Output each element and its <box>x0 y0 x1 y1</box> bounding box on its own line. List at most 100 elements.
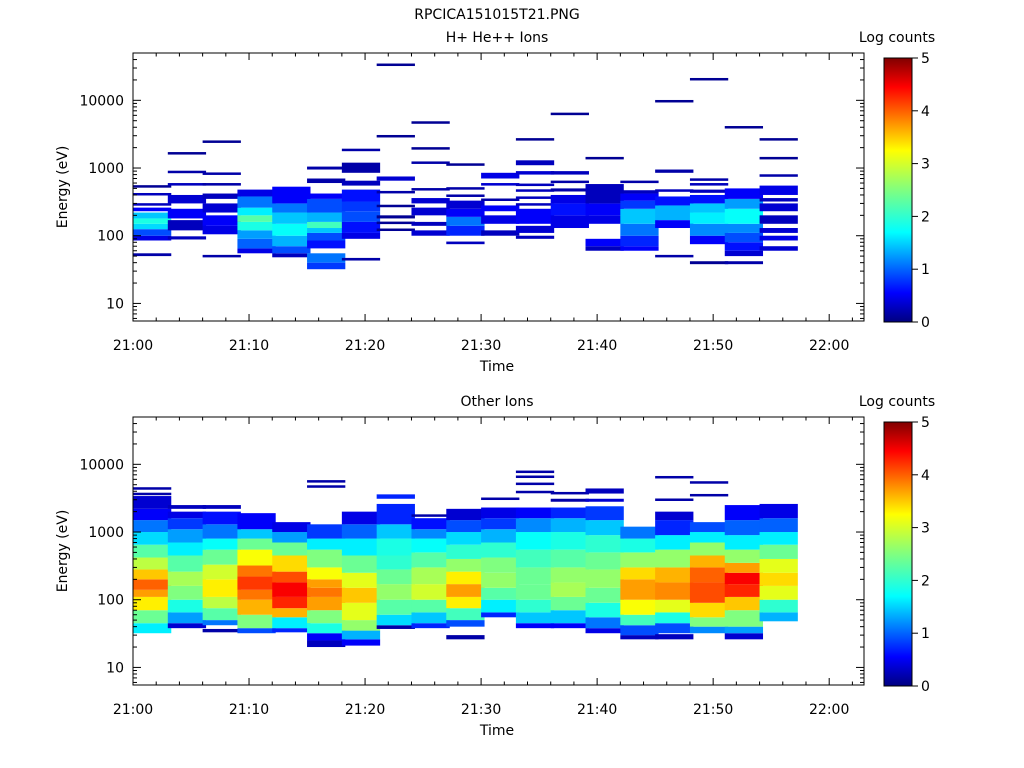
spectrogram-cell <box>585 602 624 618</box>
spectrogram-cell <box>550 610 589 624</box>
spectrogram-cell <box>689 493 729 497</box>
spectrogram-cell <box>585 498 624 502</box>
spectrogram-cell <box>202 140 241 143</box>
spectrogram-cell <box>167 529 207 543</box>
spectrogram-cell <box>446 532 485 545</box>
spectrogram-cell <box>759 503 798 519</box>
spectrogram-cell <box>515 490 555 494</box>
spectrogram-cell <box>446 584 485 597</box>
spectrogram-cell <box>515 208 555 224</box>
spectrogram-cell <box>307 262 346 270</box>
spectrogram-cell <box>202 608 241 621</box>
spectrogram-cell <box>689 617 729 627</box>
spectrogram-cell <box>515 235 555 239</box>
spectrogram-cell <box>341 538 381 556</box>
spectrogram-cell <box>307 633 346 641</box>
spectrogram-cell <box>759 544 798 559</box>
spectrogram-cell <box>550 180 589 184</box>
spectrogram-cell <box>167 623 207 629</box>
spectrogram-cell <box>167 183 207 186</box>
spectrogram-cell <box>202 215 241 226</box>
spectrogram-cell <box>724 188 764 199</box>
spectrogram-cell <box>724 572 764 585</box>
y-tick-label: 1000 <box>88 161 124 177</box>
y-axis-label: Energy (eV) <box>55 146 71 229</box>
spectrogram-cell <box>689 532 729 543</box>
spectrogram-cell <box>689 582 729 603</box>
plot-frame <box>132 52 865 322</box>
spectrogram-cell <box>411 221 450 226</box>
x-tick-label: 22:00 <box>809 702 849 718</box>
spectrogram-cell <box>481 612 520 618</box>
spectrogram-cell <box>620 635 659 640</box>
spectrogram-cell <box>237 599 276 615</box>
spectrogram-cell <box>481 599 520 613</box>
x-tick-label: 21:50 <box>693 702 733 718</box>
spectrogram-cell <box>620 552 659 568</box>
spectrogram-cell <box>133 253 172 257</box>
spectrogram-cell <box>307 623 346 634</box>
spectrogram-cell <box>724 520 764 536</box>
panel-title: H+ He++ Ions <box>446 30 549 46</box>
colorbar-label: Log counts <box>859 394 935 410</box>
spectrogram-cell <box>272 608 311 618</box>
spectrogram-cell <box>655 634 694 640</box>
spectrogram-cell <box>341 587 381 603</box>
panel-title: Other Ions <box>460 394 533 410</box>
spectrogram-cell <box>237 529 276 539</box>
spectrogram-cell <box>376 569 415 585</box>
spectrogram-cell <box>307 485 346 488</box>
colorbar-tick-label: 4 <box>921 468 930 484</box>
spectrogram-cell <box>167 542 207 556</box>
spectrogram-cell <box>341 630 381 640</box>
axes: 21:00 21:10 21:20 21:30 21:40 21:50 22:00 10 100… <box>79 52 864 354</box>
spectrogram-cell <box>689 223 729 236</box>
spectrogram-cell <box>411 161 450 164</box>
spectrogram-cell <box>481 497 520 501</box>
spectrogram-cell <box>550 518 589 533</box>
colorbar-tick-label: 5 <box>921 415 930 431</box>
spectrogram-cell <box>376 599 415 615</box>
spectrogram-cell <box>341 257 381 261</box>
axes: 21:00 21:10 21:20 21:30 21:40 21:50 22:00 10 100… <box>79 416 864 718</box>
spectrogram-cell <box>272 628 311 633</box>
spectrogram-cell <box>133 192 172 196</box>
spectrogram-cell <box>620 579 659 600</box>
spectrogram-cell <box>167 152 207 155</box>
colorbar-label: Log counts <box>859 30 935 46</box>
spectrogram-cell <box>481 183 520 186</box>
spectrogram-cell <box>689 602 729 618</box>
spectrogram-cell <box>481 205 520 212</box>
spectrogram-cell <box>202 538 241 550</box>
spectrogram-cell <box>167 585 207 600</box>
spectrogram-cell <box>515 549 555 568</box>
spectrogram-cell <box>341 221 381 233</box>
spectrogram-cell <box>585 246 624 251</box>
spectrogram-cell <box>307 166 346 170</box>
x-tick-label: 21:50 <box>693 338 733 354</box>
spectrogram-cell <box>481 529 520 543</box>
colorbar-tick-label: 4 <box>921 104 930 120</box>
colorbar-tick-label: 1 <box>921 262 930 278</box>
spectrogram-cell <box>655 254 694 258</box>
y-tick-label: 1000 <box>88 525 124 541</box>
spectrogram-cell <box>272 223 311 236</box>
spectrogram-cell <box>585 238 624 247</box>
spectrogram-cell <box>272 542 311 556</box>
spectrogram-cell <box>724 633 764 640</box>
spectrogram-cell <box>376 524 415 539</box>
spectrogram-cell <box>167 555 207 572</box>
spectrogram-cell <box>237 549 276 566</box>
spectrogram-cell <box>620 538 659 553</box>
spectrogram-cell <box>515 482 555 486</box>
spectrogram-cell <box>376 134 415 138</box>
spectrogram-cell <box>133 207 172 212</box>
spectrogram-cell <box>620 246 659 251</box>
spectrogram-cell <box>376 190 415 194</box>
spectrogram-cell <box>133 496 172 509</box>
spectrogram-cell <box>272 212 311 224</box>
y-tick-label: 100 <box>97 229 124 245</box>
spectrogram-cell <box>202 564 241 580</box>
spectrogram-cell <box>515 203 555 206</box>
spectrogram-cell <box>724 198 764 209</box>
